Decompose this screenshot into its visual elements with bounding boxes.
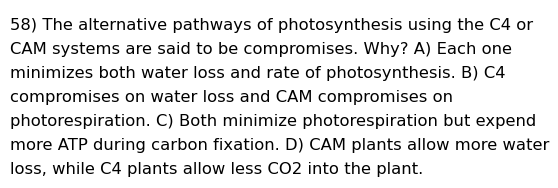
Text: minimizes both water loss and rate of photosynthesis. B) C4: minimizes both water loss and rate of ph… (10, 66, 506, 81)
Text: more ATP during carbon fixation. D) CAM plants allow more water: more ATP during carbon fixation. D) CAM … (10, 138, 550, 153)
Text: CAM systems are said to be compromises. Why? A) Each one: CAM systems are said to be compromises. … (10, 42, 512, 57)
Text: 58) The alternative pathways of photosynthesis using the C4 or: 58) The alternative pathways of photosyn… (10, 18, 533, 33)
Text: photorespiration. C) Both minimize photorespiration but expend: photorespiration. C) Both minimize photo… (10, 114, 536, 129)
Text: loss, while C4 plants allow less CO2 into the plant.: loss, while C4 plants allow less CO2 int… (10, 162, 424, 177)
Text: compromises on water loss and CAM compromises on: compromises on water loss and CAM compro… (10, 90, 453, 105)
